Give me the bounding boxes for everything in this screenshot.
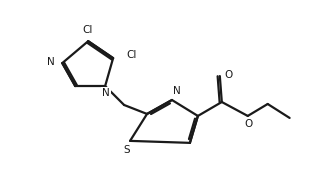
Text: N: N [102, 88, 110, 98]
Text: Cl: Cl [126, 50, 136, 60]
Text: N: N [46, 57, 54, 67]
Text: O: O [245, 119, 253, 129]
Text: N: N [173, 86, 181, 96]
Text: O: O [225, 70, 233, 80]
Text: Cl: Cl [82, 25, 92, 35]
Text: S: S [124, 145, 130, 155]
